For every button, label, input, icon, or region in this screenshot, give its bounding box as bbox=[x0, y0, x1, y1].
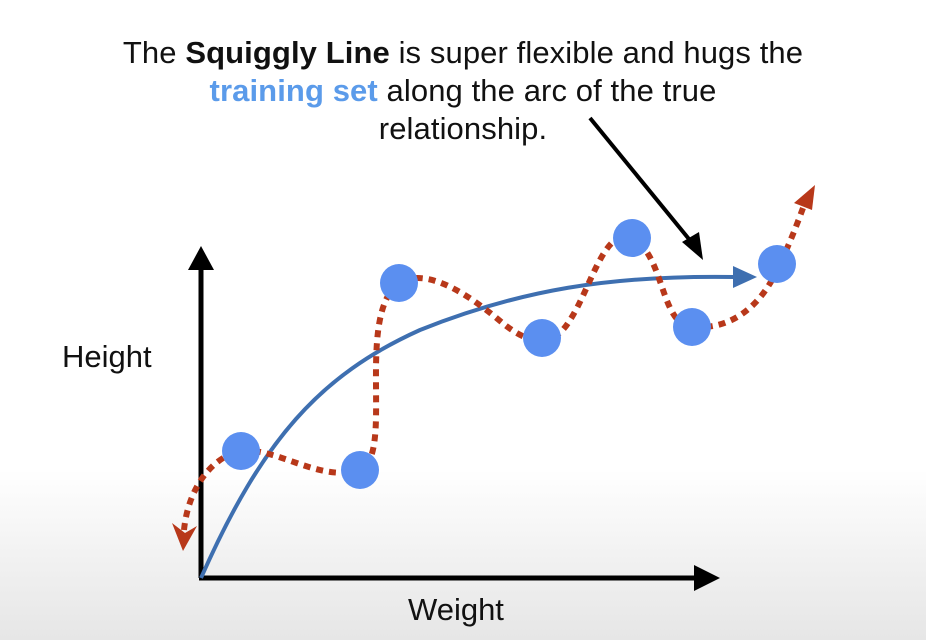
true-relationship-arrowhead bbox=[733, 266, 757, 288]
training-points bbox=[222, 219, 796, 489]
caption-training-set: training set bbox=[209, 73, 378, 108]
squiggly-line-left-arrowhead bbox=[172, 523, 197, 551]
true-relationship-curve bbox=[199, 274, 736, 579]
data-point bbox=[523, 319, 561, 357]
y-axis-label: Height bbox=[62, 339, 152, 374]
y-axis-arrowhead bbox=[188, 246, 214, 270]
caption-text: is super flexible and hugs the bbox=[389, 35, 804, 70]
data-point bbox=[758, 245, 796, 283]
squiggly-line bbox=[181, 206, 806, 531]
caption-text: relationship. bbox=[378, 111, 548, 146]
data-point bbox=[673, 308, 711, 346]
caption: The Squiggly Line is super flexible and … bbox=[20, 34, 906, 148]
caption-text: The bbox=[122, 35, 186, 70]
caption-text: along the arc of the true bbox=[377, 73, 717, 108]
data-point bbox=[341, 451, 379, 489]
x-axis-label: Weight bbox=[408, 592, 504, 627]
x-axis-arrowhead bbox=[694, 565, 720, 591]
data-point bbox=[222, 432, 260, 470]
data-point bbox=[380, 264, 418, 302]
data-point bbox=[613, 219, 651, 257]
squiggly-line-right-arrowhead bbox=[794, 185, 815, 210]
axes bbox=[188, 246, 720, 591]
pointer-arrowhead bbox=[682, 232, 703, 260]
pointer-arrow bbox=[588, 116, 695, 246]
caption-squiggly-line: Squiggly Line bbox=[185, 35, 390, 70]
